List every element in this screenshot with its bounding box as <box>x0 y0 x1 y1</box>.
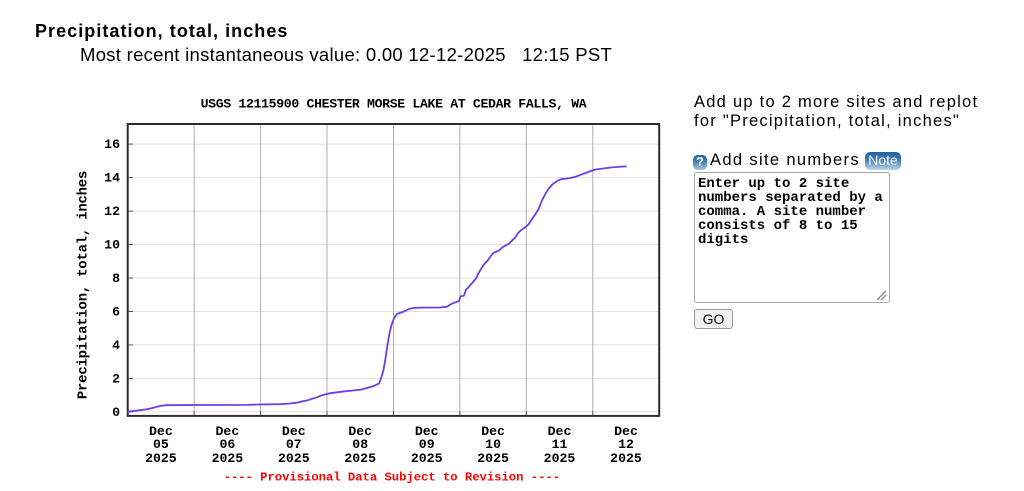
svg-text:Dec: Dec <box>282 424 306 439</box>
svg-text:2025: 2025 <box>544 451 576 466</box>
svg-text:09: 09 <box>419 437 435 452</box>
svg-text:2: 2 <box>112 372 120 387</box>
svg-text:8: 8 <box>112 271 120 286</box>
svg-text:2025: 2025 <box>411 451 443 466</box>
svg-text:14: 14 <box>104 171 120 186</box>
svg-text:0: 0 <box>112 405 120 420</box>
svg-text:06: 06 <box>219 437 235 452</box>
svg-text:Dec: Dec <box>216 424 240 439</box>
svg-text:07: 07 <box>286 437 302 452</box>
svg-text:2025: 2025 <box>610 451 642 466</box>
svg-text:11: 11 <box>552 437 568 452</box>
svg-text:10: 10 <box>485 437 501 452</box>
svg-text:08: 08 <box>352 437 368 452</box>
svg-text:Dec: Dec <box>548 424 572 439</box>
svg-text:Dec: Dec <box>348 424 372 439</box>
svg-text:Dec: Dec <box>415 424 439 439</box>
svg-text:2025: 2025 <box>278 451 310 466</box>
svg-text:---- Provisional Data Subject: ---- Provisional Data Subject to Revisio… <box>224 471 560 485</box>
svg-text:2025: 2025 <box>145 451 177 466</box>
svg-text:Dec: Dec <box>481 424 505 439</box>
svg-text:USGS 12115900 CHESTER MORSE LA: USGS 12115900 CHESTER MORSE LAKE AT CEDA… <box>201 96 587 111</box>
svg-text:16: 16 <box>104 137 120 152</box>
svg-text:12: 12 <box>618 437 634 452</box>
svg-text:4: 4 <box>112 338 120 353</box>
svg-text:05: 05 <box>153 437 169 452</box>
svg-text:6: 6 <box>112 305 120 320</box>
svg-text:Precipitation, total, inches: Precipitation, total, inches <box>76 171 92 399</box>
svg-text:2025: 2025 <box>477 451 509 466</box>
svg-text:10: 10 <box>104 238 120 253</box>
svg-text:2025: 2025 <box>212 451 244 466</box>
svg-text:12: 12 <box>104 204 120 219</box>
svg-text:2025: 2025 <box>344 451 376 466</box>
svg-text:Dec: Dec <box>614 424 638 439</box>
svg-text:Dec: Dec <box>149 424 173 439</box>
